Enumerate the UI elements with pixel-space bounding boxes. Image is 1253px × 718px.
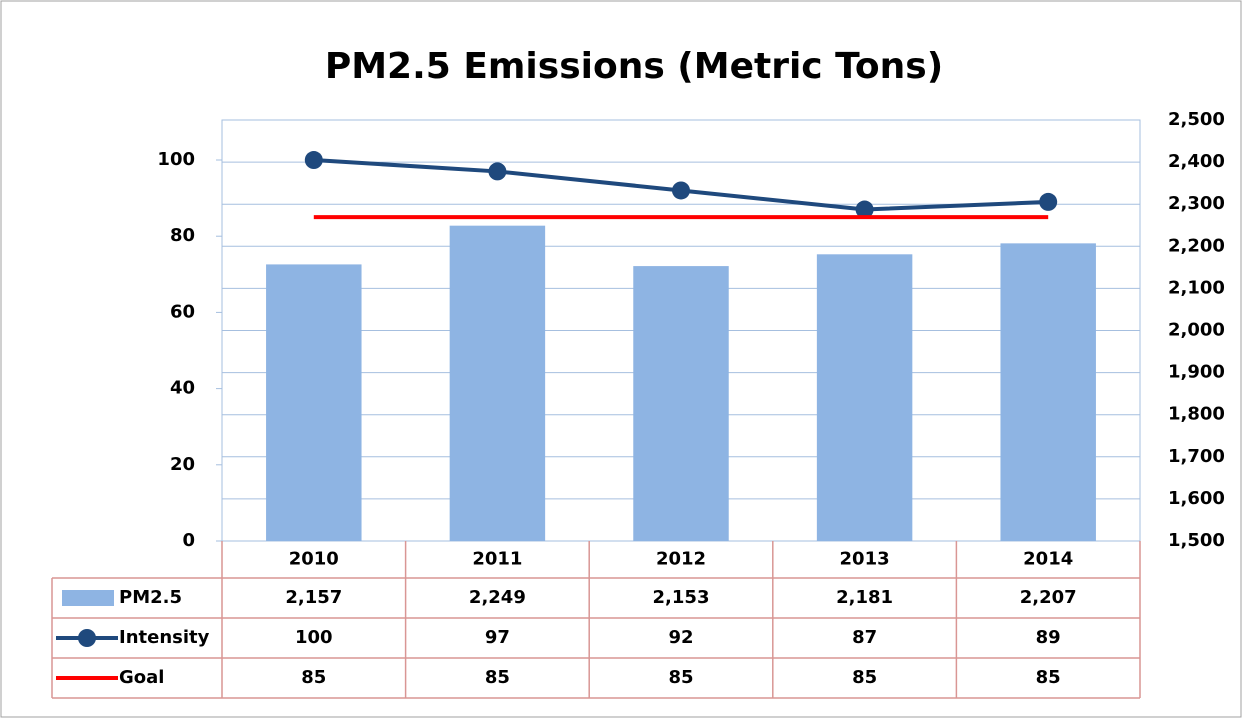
y2-tick-label: 1,800: [1168, 404, 1225, 425]
table-cell: 2,207: [1020, 587, 1077, 608]
y2-tick-label: 1,500: [1168, 530, 1225, 551]
legend-swatch: [62, 590, 114, 606]
table-cell: 85: [1036, 667, 1061, 688]
table-cell: 100: [295, 627, 333, 648]
x-tick-label: 2013: [840, 549, 890, 570]
x-tick-label: 2010: [289, 549, 339, 570]
x-tick-label: 2014: [1023, 549, 1073, 570]
y2-tick-label: 1,600: [1168, 488, 1225, 509]
x-tick-label: 2012: [656, 549, 706, 570]
y-tick-label: 0: [182, 530, 195, 551]
y2-tick-label: 2,400: [1168, 151, 1225, 172]
marker: [304, 151, 323, 170]
table-cell: 92: [668, 627, 693, 648]
table-cell: 89: [1036, 627, 1061, 648]
legend-label: Goal: [119, 667, 164, 688]
table-cell: 85: [301, 667, 326, 688]
table-cell: 2,153: [653, 587, 710, 608]
table-cell: 85: [668, 667, 693, 688]
legend-label: Intensity: [119, 627, 210, 648]
legend-marker: [78, 629, 96, 647]
table-cell: 85: [485, 667, 510, 688]
y2-tick-label: 1,900: [1168, 362, 1225, 383]
bar: [1000, 243, 1096, 541]
y-tick-label: 20: [170, 454, 195, 475]
marker: [855, 200, 874, 219]
bar: [449, 225, 546, 541]
y-tick-label: 80: [170, 225, 195, 246]
table-cell: 87: [852, 627, 877, 648]
bar: [266, 264, 362, 541]
y2-tick-label: 2,500: [1168, 109, 1225, 130]
marker: [488, 162, 507, 181]
table-cell: 2,157: [285, 587, 342, 608]
y2-tick-label: 2,000: [1168, 320, 1225, 341]
y-tick-label: 60: [170, 301, 195, 322]
bar: [816, 254, 913, 541]
x-tick-label: 2011: [472, 549, 522, 570]
y2-tick-label: 2,200: [1168, 235, 1225, 256]
y-tick-label: 40: [170, 378, 195, 399]
y2-tick-label: 1,700: [1168, 446, 1225, 467]
y-tick-label: 100: [157, 149, 195, 170]
marker: [1039, 192, 1058, 211]
chart-title: PM2.5 Emissions (Metric Tons): [325, 46, 943, 87]
marker: [672, 181, 690, 200]
table-cell: 85: [852, 667, 877, 688]
table-cell: 2,181: [836, 587, 893, 608]
table-cell: 97: [485, 627, 510, 648]
y2-tick-label: 2,100: [1168, 277, 1225, 298]
y2-tick-label: 2,300: [1168, 193, 1225, 214]
table-cell: 2,249: [469, 587, 526, 608]
legend-label: PM2.5: [119, 587, 182, 608]
bar: [633, 266, 729, 541]
